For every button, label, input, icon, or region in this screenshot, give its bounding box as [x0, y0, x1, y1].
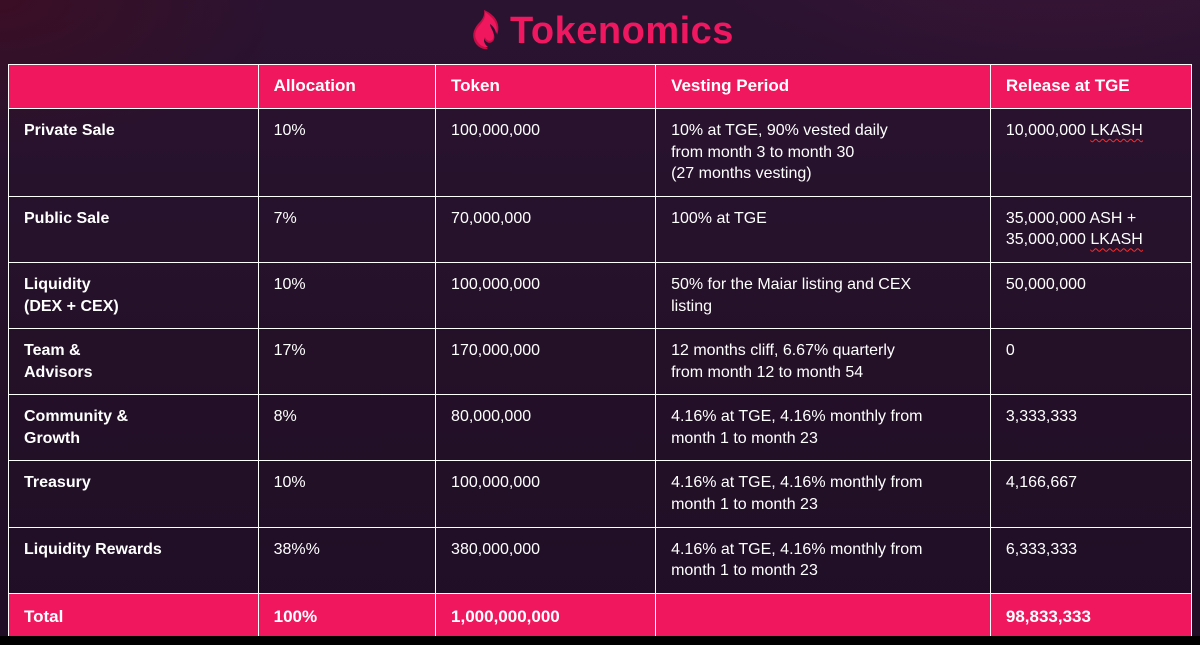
cell-name: Public Sale: [8, 195, 259, 263]
cell-vesting: [655, 592, 991, 642]
release-line1: 35,000,000 ASH +: [1005, 209, 1137, 227]
cell-release: 6,333,333: [989, 526, 1193, 594]
table-header-row: Allocation Token Vesting Period Release …: [8, 64, 1193, 109]
cell-vesting: 12 months cliff, 6.67% quarterly from mo…: [655, 328, 991, 396]
cell-name: Total: [8, 592, 259, 642]
release-token-symbol: LKASH: [1090, 121, 1143, 139]
header: Tokenomics: [0, 0, 1200, 64]
cell-allocation: 100%: [257, 592, 437, 642]
table-row-private-sale: Private Sale 10% 100,000,000 10% at TGE,…: [8, 107, 1193, 197]
cell-name: Treasury: [8, 460, 259, 528]
cell-vesting: 10% at TGE, 90% vested daily from month …: [655, 107, 991, 197]
cell-token: 100,000,000: [435, 460, 657, 528]
cell-token: 100,000,000: [435, 107, 657, 197]
cell-release: 10,000,000 LKASH: [989, 107, 1193, 197]
table-row-community-growth: Community & Growth 8% 80,000,000 4.16% a…: [8, 394, 1193, 462]
header-cell-allocation: Allocation: [257, 64, 437, 109]
header-cell-token: Token: [435, 64, 657, 109]
table-row-liquidity-rewards: Liquidity Rewards 38%% 380,000,000 4.16%…: [8, 526, 1193, 594]
cell-release: 0: [989, 328, 1193, 396]
cell-release: 3,333,333: [989, 394, 1193, 462]
cell-release: 50,000,000: [989, 261, 1193, 330]
header-cell-empty: [8, 64, 259, 109]
cell-release: 35,000,000 ASH + 35,000,000 LKASH: [989, 195, 1193, 263]
cell-allocation: 8%: [257, 394, 437, 462]
flame-logo-icon: [473, 10, 499, 50]
cell-release: 4,166,667: [989, 460, 1193, 528]
cell-allocation: 7%: [257, 195, 437, 263]
table-row-total: Total 100% 1,000,000,000 98,833,333: [8, 592, 1193, 642]
cell-token: 100,000,000: [435, 261, 657, 330]
tokenomics-table: Allocation Token Vesting Period Release …: [8, 64, 1193, 642]
cell-name: Community & Growth: [8, 394, 259, 462]
cell-allocation: 38%%: [257, 526, 437, 594]
cell-token: 70,000,000: [435, 195, 657, 263]
cell-vesting: 4.16% at TGE, 4.16% monthly from month 1…: [655, 394, 991, 462]
table-row-treasury: Treasury 10% 100,000,000 4.16% at TGE, 4…: [8, 460, 1193, 528]
cell-name: Liquidity (DEX + CEX): [8, 261, 259, 330]
cell-release: 98,833,333: [989, 592, 1193, 642]
release-token-symbol: LKASH: [1090, 231, 1143, 249]
cell-allocation: 10%: [257, 107, 437, 197]
cell-vesting: 100% at TGE: [655, 195, 991, 263]
cell-allocation: 10%: [257, 460, 437, 528]
cell-vesting: 4.16% at TGE, 4.16% monthly from month 1…: [655, 460, 991, 528]
cell-token: 80,000,000: [435, 394, 657, 462]
page-title: Tokenomics: [510, 9, 734, 52]
header-cell-release-at-tge: Release at TGE: [989, 64, 1193, 109]
table-row-liquidity: Liquidity (DEX + CEX) 10% 100,000,000 50…: [8, 261, 1193, 330]
table-row-public-sale: Public Sale 7% 70,000,000 100% at TGE 35…: [8, 195, 1193, 263]
cell-token: 380,000,000: [435, 526, 657, 594]
table-row-team-advisors: Team & Advisors 17% 170,000,000 12 month…: [8, 328, 1193, 396]
cell-name: Team & Advisors: [8, 328, 259, 396]
header-cell-vesting-period: Vesting Period: [655, 64, 991, 109]
cell-token: 1,000,000,000: [435, 592, 657, 642]
cell-allocation: 17%: [257, 328, 437, 396]
cell-name: Liquidity Rewards: [8, 526, 259, 594]
cell-vesting: 50% for the Maiar listing and CEX listin…: [655, 261, 991, 330]
cell-vesting: 4.16% at TGE, 4.16% monthly from month 1…: [655, 526, 991, 594]
cell-token: 170,000,000: [435, 328, 657, 396]
release-amount: 10,000,000: [1005, 121, 1091, 139]
cell-name: Private Sale: [8, 107, 259, 197]
release-line2-amount: 35,000,000: [1005, 231, 1091, 249]
bottom-bar: [0, 636, 1200, 645]
cell-allocation: 10%: [257, 261, 437, 330]
